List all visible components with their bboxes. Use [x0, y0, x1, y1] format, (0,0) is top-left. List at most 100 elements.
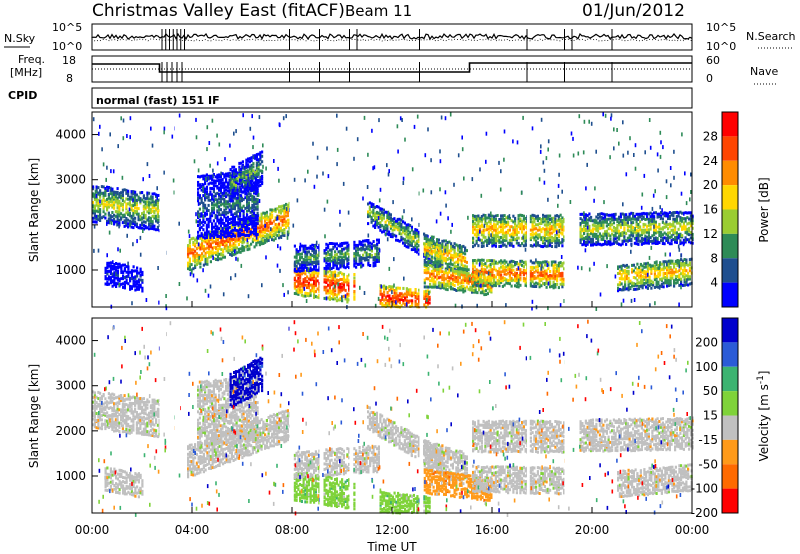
echo-cell — [554, 270, 557, 273]
echo-cell — [510, 271, 513, 275]
echo-cell — [293, 282, 296, 285]
echo-cell — [494, 244, 497, 248]
echo-cell — [514, 284, 517, 288]
echo-cell — [339, 249, 342, 253]
echo-cell — [472, 222, 475, 226]
echo-cell — [662, 274, 665, 278]
echo-cell — [434, 282, 437, 286]
echo-cell — [200, 225, 203, 229]
echo-cell — [557, 222, 560, 226]
echo-cell — [204, 240, 207, 244]
echo-cell — [612, 218, 615, 221]
echo-cell — [621, 242, 624, 246]
echo-cell — [134, 223, 137, 227]
echo-cell — [479, 219, 482, 223]
echo-cell — [209, 238, 212, 242]
echo-cell — [521, 259, 524, 263]
echo-cell — [197, 259, 200, 263]
echo-cell — [524, 222, 527, 226]
echo-cell — [660, 211, 663, 215]
echo-cell — [328, 264, 331, 268]
echo-cell — [559, 272, 562, 276]
echo-cell — [339, 263, 342, 267]
echo-cell — [279, 211, 282, 215]
echo-cell — [636, 278, 639, 282]
echo-cell — [256, 233, 259, 236]
echo-cell — [231, 175, 234, 179]
echo-cell — [204, 203, 207, 207]
echo-cell — [491, 231, 494, 235]
echo-cell — [219, 224, 222, 228]
echo-cell — [669, 271, 672, 274]
echo-cell — [664, 272, 667, 275]
echo-cell — [600, 212, 603, 216]
echo-cell — [620, 273, 623, 277]
echo-cell — [423, 237, 426, 240]
echo-cell — [271, 229, 274, 233]
echo-cell — [547, 244, 550, 248]
echo-cell — [535, 241, 538, 245]
echo-cell — [211, 209, 214, 213]
echo-cell — [412, 246, 415, 250]
echo-cell — [654, 242, 657, 245]
echo-cell — [365, 247, 368, 251]
echo-cell — [588, 235, 591, 239]
echo-cell — [286, 218, 289, 222]
echo-cell — [245, 191, 248, 195]
echo-cell — [633, 230, 636, 234]
echo-cell — [432, 277, 435, 281]
echo-cell — [542, 260, 545, 264]
echo-cell — [472, 238, 475, 242]
echo-cell — [475, 231, 478, 234]
echo-cell — [244, 226, 247, 229]
echo-cell — [460, 245, 463, 249]
echo-cell — [116, 215, 119, 219]
echo-cell — [225, 200, 228, 204]
echo-cell — [382, 229, 385, 233]
echo-cell — [332, 276, 335, 280]
echo-cell — [233, 223, 236, 227]
echo-cell — [243, 235, 246, 239]
echo-cell — [239, 222, 242, 226]
echo-cell — [235, 228, 238, 232]
echo-cell — [437, 276, 440, 280]
echo-cell — [593, 232, 596, 236]
echo-cell — [681, 271, 684, 275]
echo-cell — [639, 262, 642, 266]
echo-cell — [590, 229, 593, 233]
echo-cell — [149, 216, 152, 220]
echo-cell — [237, 223, 240, 227]
echo-cell — [508, 267, 511, 271]
echo-cell — [253, 216, 256, 220]
echo-cell — [636, 271, 639, 275]
echo-cell — [561, 264, 564, 268]
echo-cell — [228, 202, 231, 206]
echo-cell — [113, 190, 116, 194]
echo-cell — [216, 255, 219, 258]
echo-cell — [219, 217, 222, 221]
echo-cell — [533, 285, 536, 288]
echo-cell — [194, 238, 197, 242]
echo-cell — [302, 263, 305, 267]
echo-cell — [656, 215, 659, 219]
echo-cell — [653, 233, 656, 237]
echo-cell — [616, 236, 619, 240]
echo-cell — [314, 249, 317, 253]
echo-cell — [646, 283, 649, 287]
echo-cell — [295, 273, 298, 277]
echo-cell — [542, 274, 545, 277]
echo-cell — [595, 235, 598, 239]
echo-cell — [423, 268, 426, 272]
echo-cell — [469, 279, 472, 283]
echo-cell — [661, 238, 664, 242]
echo-cell — [579, 235, 582, 239]
echo-cell — [667, 262, 670, 266]
echo-cell — [675, 231, 678, 235]
echo-cell — [491, 238, 494, 242]
echo-cell — [99, 210, 102, 214]
echo-cell — [204, 177, 207, 181]
echo-cell — [188, 251, 191, 255]
echo-cell — [232, 218, 235, 222]
echo-cell — [559, 231, 562, 235]
echo-cell — [644, 236, 647, 240]
